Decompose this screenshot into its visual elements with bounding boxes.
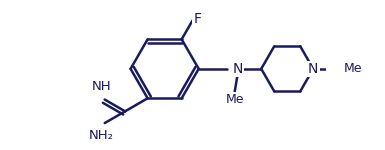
Text: F: F bbox=[193, 12, 201, 26]
Text: Me: Me bbox=[344, 62, 363, 75]
Text: Me: Me bbox=[225, 93, 244, 106]
Text: NH: NH bbox=[92, 80, 111, 93]
Text: N: N bbox=[233, 62, 243, 76]
Text: N: N bbox=[308, 62, 318, 76]
Text: NH₂: NH₂ bbox=[89, 129, 114, 142]
